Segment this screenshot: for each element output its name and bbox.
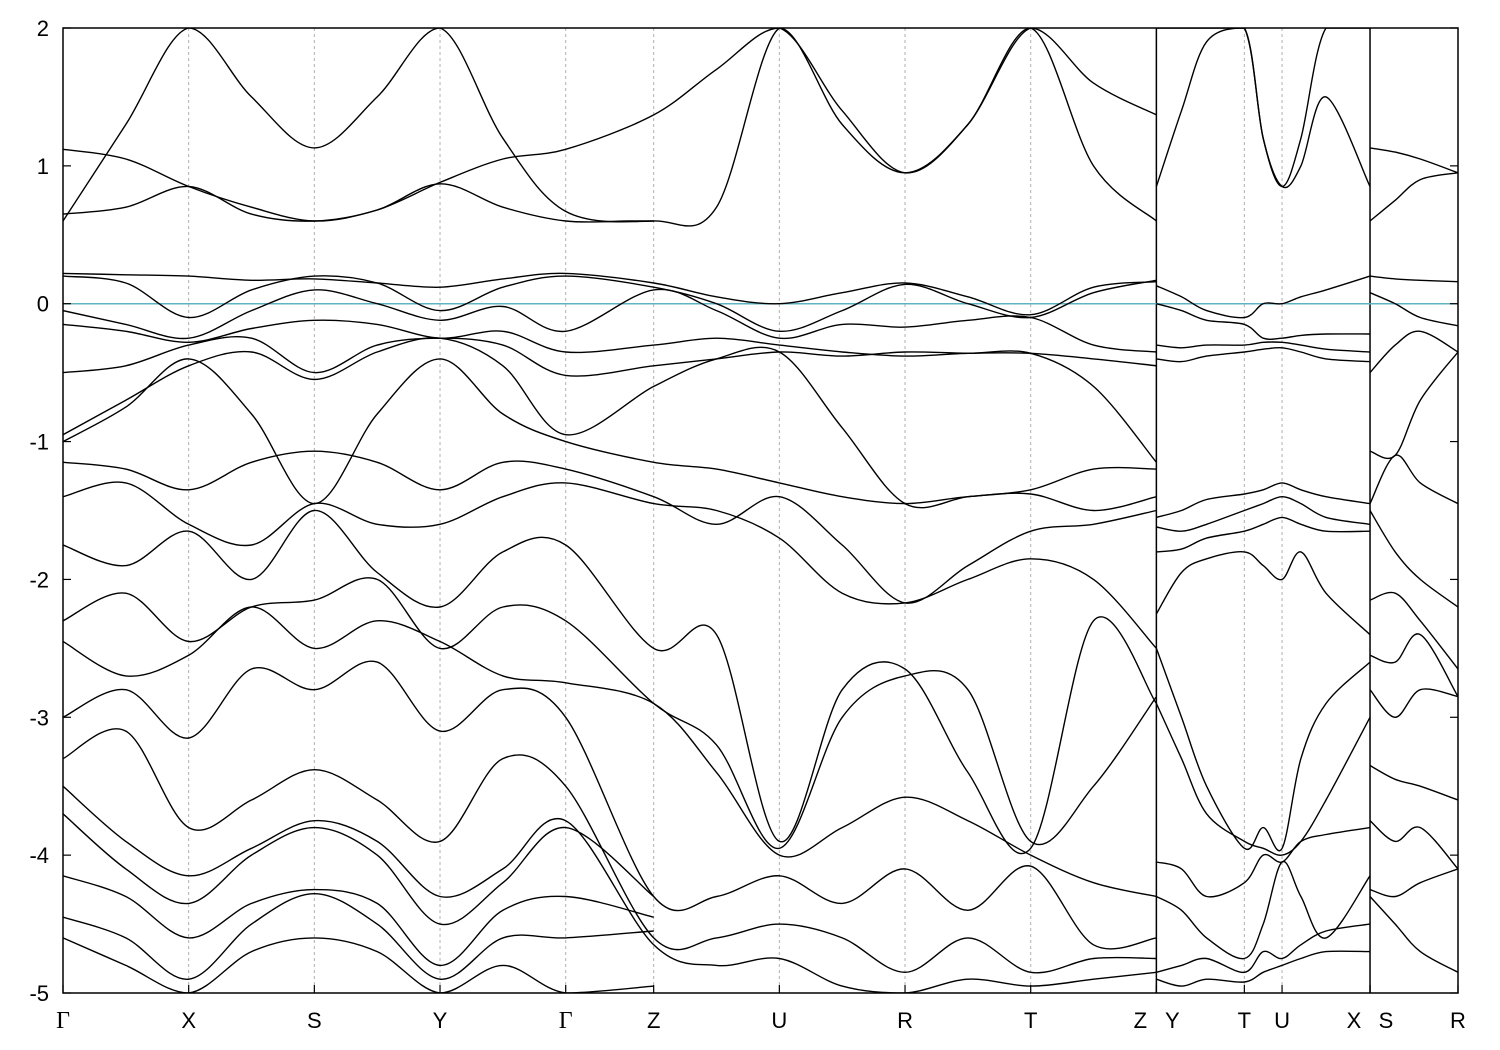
y-tick-label: 1 [37, 154, 49, 179]
x-tick-label: Y [433, 1008, 448, 1033]
x-tick-label: X [181, 1008, 196, 1033]
band-line [1369, 896, 1458, 973]
x-tick-label: T [1024, 1008, 1037, 1033]
x-tick-label: S [1379, 1008, 1394, 1033]
band-line [1369, 633, 1458, 697]
x-tick-label: R [1450, 1008, 1466, 1033]
x-tick-label: Z [647, 1008, 660, 1033]
x-tick-label: U [1274, 1008, 1290, 1033]
x-tick-label: R [897, 1008, 913, 1033]
band-line [1155, 551, 1371, 636]
band-line [1156, 341, 1371, 353]
y-tick-label: -3 [29, 705, 49, 730]
band-line [63, 275, 1157, 333]
y-tick-label: -5 [29, 981, 49, 1006]
band-line [63, 728, 1157, 974]
y-tick-label: -4 [29, 843, 49, 868]
band-line [1155, 648, 1371, 852]
band-line [1369, 292, 1458, 327]
band-line [1369, 591, 1458, 670]
band-line [63, 450, 1157, 604]
x-tick-label: Y [1165, 1008, 1180, 1033]
band-line [63, 288, 1157, 353]
band-line [1156, 495, 1371, 532]
x-tick-label: S [307, 1008, 322, 1033]
band-line [1156, 275, 1371, 319]
y-tick-label: 0 [37, 292, 49, 317]
band-line [1155, 28, 1371, 189]
x-tick-label: U [771, 1008, 787, 1033]
x-tick-label: Z [1134, 1008, 1147, 1033]
band-line [63, 813, 655, 926]
band-line [63, 892, 654, 980]
band-line [63, 272, 1157, 316]
x-tick-label: Γ [559, 1008, 573, 1034]
band-line [63, 481, 1157, 649]
band-line [1156, 860, 1371, 960]
band-line [1369, 351, 1458, 460]
y-tick-label: -2 [29, 567, 49, 592]
band-lines [63, 28, 1458, 993]
band-line [63, 606, 1157, 898]
band-line [1369, 275, 1458, 283]
band-line [1369, 820, 1458, 870]
x-tick-label: X [1347, 1008, 1362, 1033]
plot-frame [62, 27, 1459, 994]
y-tick-label: -1 [29, 430, 49, 455]
band-line [63, 509, 1157, 855]
band-line [1369, 764, 1458, 801]
x-tick-label: Γ [56, 1008, 70, 1034]
band-line [63, 937, 654, 993]
band-line [63, 358, 1157, 512]
band-line [1369, 510, 1458, 608]
band-line [1156, 303, 1371, 341]
band-line [63, 875, 654, 967]
band-line [63, 28, 1157, 222]
band-line [63, 148, 654, 223]
band-line [1369, 330, 1458, 374]
y-tick-labels: -5 -4 -3 -2 -1 0 1 2 [29, 16, 49, 1006]
band-line [63, 660, 1157, 950]
band-line [1369, 688, 1458, 719]
band-line [1155, 703, 1371, 856]
band-line [1156, 516, 1371, 553]
band-line [1156, 950, 1371, 987]
band-line [1156, 923, 1371, 974]
band-line [1156, 826, 1371, 898]
band-line [1369, 868, 1458, 898]
band-line [1156, 347, 1371, 363]
y-tick-label: 2 [37, 16, 49, 41]
band-line [63, 785, 1157, 993]
x-tick-label: T [1238, 1008, 1251, 1033]
band-line [1369, 147, 1458, 174]
band-line [1156, 482, 1371, 519]
band-line [1369, 454, 1458, 505]
band-line [63, 335, 1157, 463]
band-line [1369, 172, 1458, 222]
